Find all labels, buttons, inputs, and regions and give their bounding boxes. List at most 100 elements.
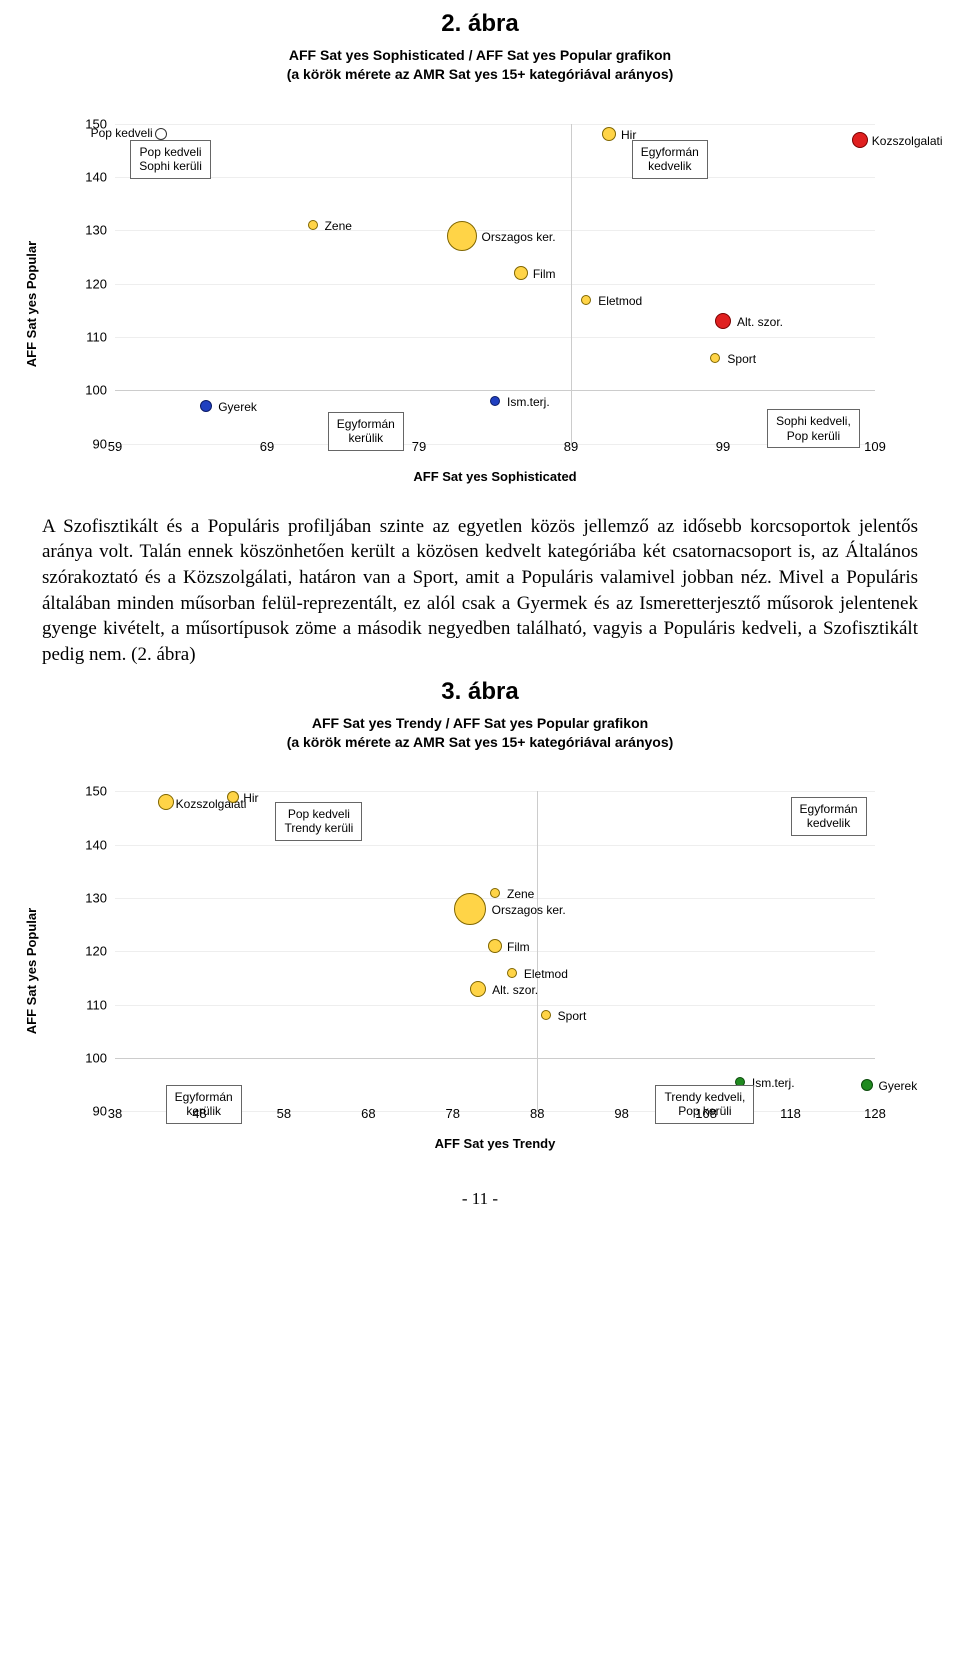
fig2-sub-line2: (a körök mérete az AMR Sat yes 15+ kateg… xyxy=(287,66,674,82)
fig3-ylabel: AFF Sat yes Popular xyxy=(24,908,39,1034)
fig2-title: 2. ábra xyxy=(0,10,960,38)
fig3-chart: AFF Sat yes Popular 90100110120130140150… xyxy=(60,781,900,1161)
data-point-label: Film xyxy=(533,267,556,281)
data-point-label: Zene xyxy=(507,887,534,901)
data-point xyxy=(447,221,477,251)
page-number: - 11 - xyxy=(0,1189,960,1209)
data-point xyxy=(541,1010,551,1020)
y-tick: 90 xyxy=(93,436,107,451)
data-point-label: Alt. szor. xyxy=(492,983,538,997)
y-tick: 90 xyxy=(93,1104,107,1119)
fig2-plot-area: 90100110120130140150Pop kedveliHirKozszo… xyxy=(115,124,875,445)
quadrant-annotation: Pop kedveliTrendy kerüli xyxy=(275,802,362,841)
gridline xyxy=(115,337,875,338)
data-point-label: Film xyxy=(507,940,530,954)
data-point xyxy=(852,132,868,148)
quadrant-annotation: Egyformánkedvelik xyxy=(632,140,708,179)
data-point xyxy=(490,396,500,406)
data-point-label: Eletmod xyxy=(598,294,642,308)
data-point xyxy=(507,968,517,978)
x-tick: 98 xyxy=(614,1106,628,1121)
x-tick: 69 xyxy=(260,439,274,454)
y-tick: 120 xyxy=(85,944,107,959)
fig3-plot-area: 90100110120130140150KozszolgalatiHirZene… xyxy=(115,791,875,1112)
center-vertical-line xyxy=(571,124,572,444)
y-tick: 120 xyxy=(85,276,107,291)
fig3-title: 3. ábra xyxy=(0,678,960,706)
y-tick: 140 xyxy=(85,837,107,852)
data-point xyxy=(602,127,616,141)
data-point xyxy=(514,266,528,280)
data-point xyxy=(710,353,720,363)
data-point-label: Sport xyxy=(558,1009,587,1023)
data-point xyxy=(715,313,731,329)
x-tick: 109 xyxy=(864,439,886,454)
y-tick: 110 xyxy=(86,997,107,1012)
gridline xyxy=(115,1005,875,1006)
data-point xyxy=(155,128,167,140)
data-point xyxy=(581,295,591,305)
gridline xyxy=(115,177,875,178)
data-point-label: Orszagos ker. xyxy=(492,903,566,917)
fig2-chart: AFF Sat yes Popular 90100110120130140150… xyxy=(60,114,900,494)
gridline xyxy=(115,845,875,846)
y-tick: 140 xyxy=(85,170,107,185)
gridline xyxy=(115,898,875,899)
data-point xyxy=(308,220,318,230)
data-point-label: Ism.terj. xyxy=(752,1076,795,1090)
data-point-label: Gyerek xyxy=(218,400,257,414)
x-tick: 78 xyxy=(446,1106,460,1121)
gridline xyxy=(115,444,875,445)
gridline xyxy=(115,124,875,125)
fig2-ylabel: AFF Sat yes Popular xyxy=(24,241,39,367)
x-tick: 108 xyxy=(695,1106,717,1121)
center-horizontal-line xyxy=(115,390,875,391)
fig2-subtitle: AFF Sat yes Sophisticated / AFF Sat yes … xyxy=(0,46,960,84)
fig3-sub-line1: AFF Sat yes Trendy / AFF Sat yes Popular… xyxy=(312,715,648,731)
quadrant-annotation: Egyformánkedvelik xyxy=(791,797,867,836)
quadrant-annotation: Pop kedveliSophi kerüli xyxy=(130,140,211,179)
data-point xyxy=(200,400,212,412)
data-point xyxy=(454,893,486,925)
x-tick: 58 xyxy=(277,1106,291,1121)
y-tick: 110 xyxy=(86,330,107,345)
x-tick: 88 xyxy=(530,1106,544,1121)
data-point-label: Ism.terj. xyxy=(507,395,550,409)
x-tick: 89 xyxy=(564,439,578,454)
x-tick: 99 xyxy=(716,439,730,454)
x-tick: 118 xyxy=(780,1106,801,1121)
fig2-sub-line1: AFF Sat yes Sophisticated / AFF Sat yes … xyxy=(289,47,671,63)
fig2-xlabel: AFF Sat yes Sophisticated xyxy=(115,469,875,484)
data-point xyxy=(490,888,500,898)
data-point xyxy=(488,939,502,953)
x-tick: 79 xyxy=(412,439,426,454)
x-tick: 128 xyxy=(864,1106,886,1121)
data-point xyxy=(470,981,486,997)
data-point xyxy=(158,794,174,810)
x-tick: 38 xyxy=(108,1106,122,1121)
y-tick: 130 xyxy=(85,891,107,906)
data-point-label: Kozszolgalati xyxy=(872,134,943,148)
y-tick: 100 xyxy=(85,1051,107,1066)
data-point-label: Orszagos ker. xyxy=(482,230,556,244)
data-point xyxy=(861,1079,873,1091)
paragraph-text: A Szofisztikált és a Populáris profiljáb… xyxy=(42,514,918,668)
quadrant-annotation: Sophi kedveli,Pop kerüli xyxy=(767,409,860,448)
y-tick: 100 xyxy=(85,383,107,398)
y-tick: 150 xyxy=(85,784,107,799)
center-horizontal-line xyxy=(115,1058,875,1059)
quadrant-annotation: Egyformánkerülik xyxy=(328,412,404,451)
gridline xyxy=(115,284,875,285)
x-tick: 68 xyxy=(361,1106,375,1121)
center-vertical-line xyxy=(537,791,538,1111)
data-point-label: Alt. szor. xyxy=(737,315,783,329)
data-point-label: Hir xyxy=(243,791,258,805)
data-point-label: Pop kedveli xyxy=(91,126,153,140)
x-tick: 59 xyxy=(108,439,122,454)
y-tick: 130 xyxy=(85,223,107,238)
fig3-xlabel: AFF Sat yes Trendy xyxy=(115,1136,875,1151)
data-point-label: Sport xyxy=(727,352,756,366)
x-tick: 48 xyxy=(192,1106,206,1121)
fig3-subtitle: AFF Sat yes Trendy / AFF Sat yes Popular… xyxy=(0,714,960,752)
fig3-sub-line2: (a körök mérete az AMR Sat yes 15+ kateg… xyxy=(287,734,674,750)
